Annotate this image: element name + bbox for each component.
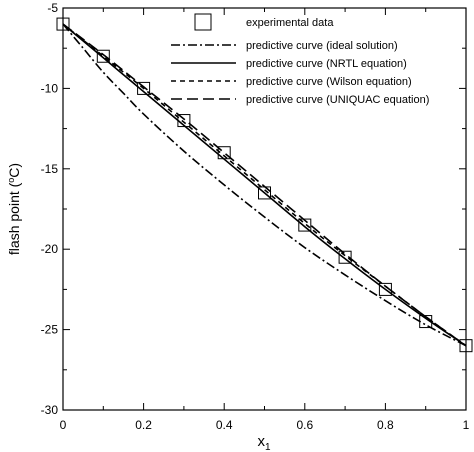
y-tick-label: -10 xyxy=(41,81,59,95)
y-tick-label: -30 xyxy=(41,403,59,417)
experimental-point xyxy=(177,114,191,128)
y-tick-label: -20 xyxy=(41,242,59,256)
uniquac-curve xyxy=(62,23,467,347)
x-tick-label: 1 xyxy=(463,418,470,432)
legend-label-uniquac: predictive curve (UNIQUAC equation) xyxy=(246,94,429,106)
series-layer xyxy=(62,23,467,347)
legend-label-wilson: predictive curve (Wilson equation) xyxy=(246,76,412,88)
experimental-markers xyxy=(56,17,473,353)
x-tick-label: 0.8 xyxy=(377,418,394,432)
experimental-point xyxy=(217,146,231,160)
experimental-point xyxy=(96,49,110,63)
x-tick-label: 0.6 xyxy=(296,418,313,432)
experimental-point xyxy=(378,282,392,296)
experimental-point xyxy=(298,218,312,232)
tick-labels: 0 0.2 0.4 0.6 0.8 1 -30 -25 -20 -15 -10 -5 xyxy=(41,1,470,432)
experimental-point xyxy=(419,315,433,329)
y-tick-label: -15 xyxy=(41,162,59,176)
experimental-point xyxy=(56,17,70,31)
x-tick-label: 0.2 xyxy=(135,418,152,432)
x-tick-label: 0.4 xyxy=(216,418,233,432)
legend-label-nrtl: predictive curve (NRTL equation) xyxy=(246,58,407,70)
y-axis-label: flash point (oC) xyxy=(6,163,22,255)
wilson-curve xyxy=(62,23,467,347)
legend-label-experimental: experimental data xyxy=(246,17,334,29)
x-tick-label: 0 xyxy=(60,418,67,432)
y-tick-label: -5 xyxy=(47,1,58,15)
experimental-point xyxy=(258,186,271,200)
experimental-point xyxy=(137,81,151,95)
nrtl-curve xyxy=(62,23,467,347)
ideal-solution-curve xyxy=(62,23,467,347)
legend-marker-experimental xyxy=(194,13,212,31)
axis-ticks xyxy=(62,7,467,411)
legend-label-ideal: predictive curve (ideal solution) xyxy=(246,40,398,52)
experimental-point xyxy=(459,339,473,353)
x-axis-label: x1 xyxy=(257,433,271,452)
legend: experimental data predictive curve (idea… xyxy=(171,13,429,106)
y-tick-label: -25 xyxy=(41,323,59,337)
experimental-point xyxy=(338,250,352,264)
